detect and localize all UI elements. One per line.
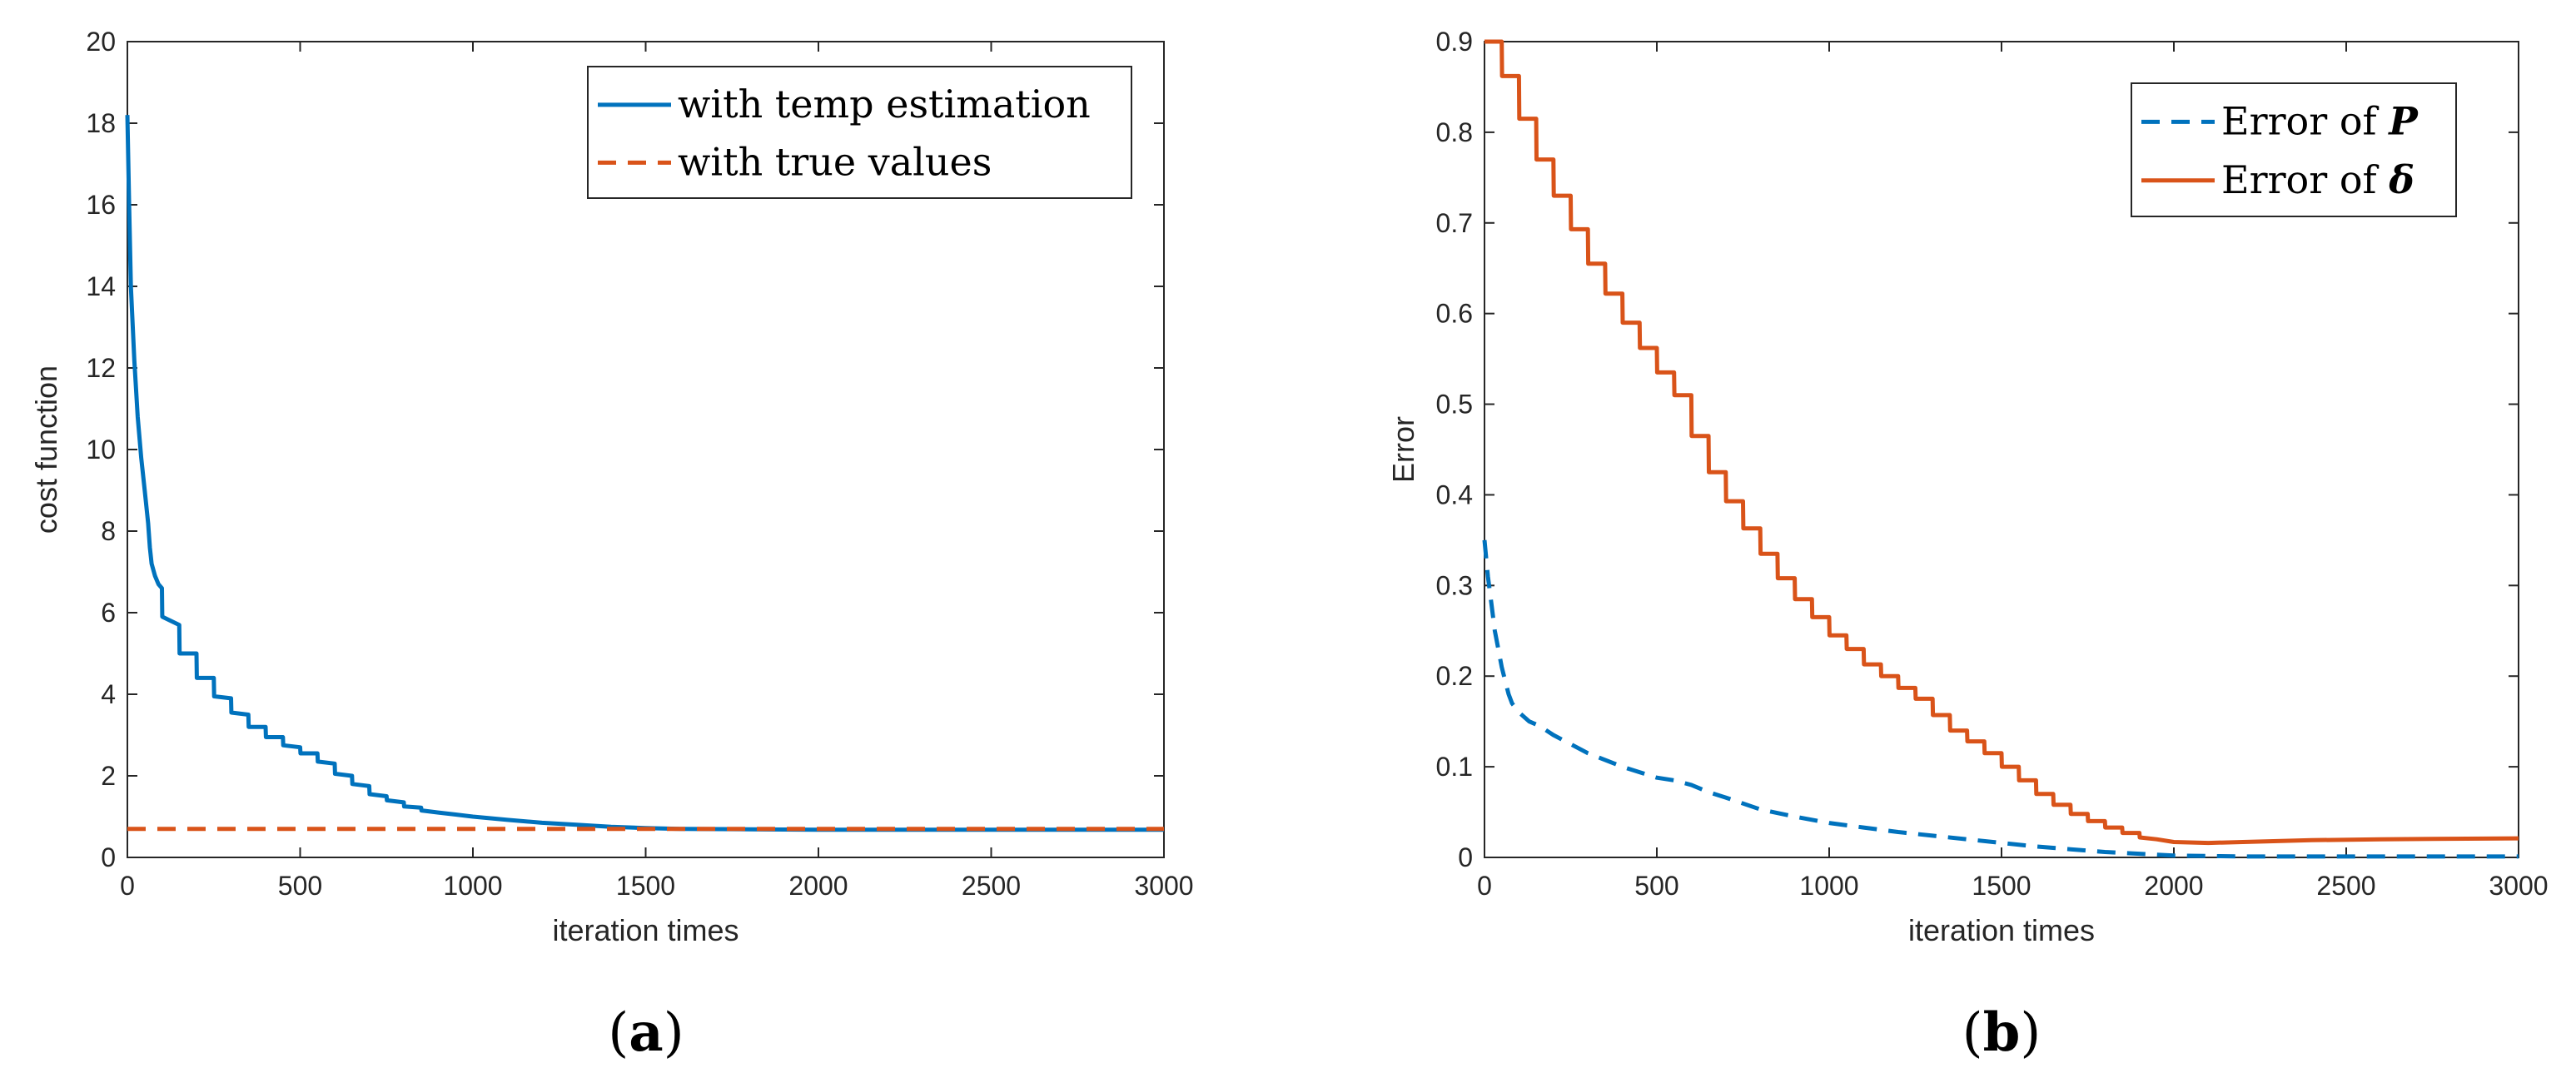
chart-a-y-tick-label: 18 <box>86 108 116 138</box>
chart-b-caption: (b) <box>1962 1001 2041 1064</box>
legend-symbol-p: P <box>2387 98 2419 143</box>
chart-b-y-tick-label: 0.9 <box>1436 27 1473 57</box>
caption-a-letter: a <box>629 1001 663 1064</box>
chart-b-series-2-line <box>1484 39 2519 846</box>
chart-a-x-tick-label: 3000 <box>1134 871 1193 901</box>
chart-a-y-tick-label: 12 <box>86 353 116 383</box>
chart-b-y-tick-label: 0.1 <box>1436 752 1473 782</box>
chart-b-legend-box <box>2131 82 2457 217</box>
chart-a-caption: (a) <box>608 1001 684 1064</box>
chart-a-x-tick-label: 0 <box>120 871 135 901</box>
chart-a-y-tick-label: 8 <box>101 516 116 546</box>
chart-a-ticks: 0 500 1000 1500 2000 2500 3000 0 2 4 6 8 10 12 14 16 18 2… <box>86 27 1193 901</box>
chart-b-y-tick-label: 0.3 <box>1436 570 1473 600</box>
chart-b-x-tick-label: 0 <box>1477 871 1492 901</box>
caption-b-open: ( <box>1962 1002 1983 1064</box>
chart-b-x-tick-label: 500 <box>1634 871 1678 901</box>
chart-a: 0 500 1000 1500 2000 2500 3000 0 2 4 6 8 10 12 14 16 18 2… <box>29 27 1194 1064</box>
chart-a-x-label: iteration times <box>552 913 738 947</box>
chart-b-x-tick-label: 1000 <box>1799 871 1858 901</box>
chart-b-series <box>1482 39 2519 859</box>
chart-a-legend-box <box>587 66 1132 199</box>
chart-b-x-tick-label: 2000 <box>2144 871 2203 901</box>
legend-symbol-delta: δ <box>2388 157 2414 202</box>
chart-a-x-tick-label: 500 <box>278 871 322 901</box>
chart-a-y-tick-label: 10 <box>86 435 116 465</box>
chart-a-y-tick-label: 14 <box>86 271 116 301</box>
chart-a-x-tick-label: 1000 <box>443 871 502 901</box>
chart-a-series-1-line <box>125 115 1164 832</box>
chart-a-y-tick-label: 20 <box>86 27 116 57</box>
chart-a-y-tick-label: 4 <box>101 679 116 709</box>
chart-b-y-tick-label: 0.8 <box>1436 117 1473 147</box>
chart-b-y-tick-label: 0.2 <box>1436 661 1473 691</box>
chart-a-legend: with temp estimation with true values <box>587 66 1132 199</box>
caption-b-letter: b <box>1983 1001 2021 1064</box>
chart-b-ticks: 0 500 1000 1500 2000 2500 3000 0 0.1 0.2 0.3 0.4 0.5… <box>1436 27 2549 901</box>
chart-b-y-tick-label: 0.7 <box>1436 208 1473 238</box>
chart-b-y-tick-label: 0 <box>1458 842 1473 872</box>
chart-b-legend: Error of P Error of δ <box>2131 82 2457 217</box>
chart-b-x-label: iteration times <box>1908 913 2095 947</box>
legend-label-error-of-delta-prefix: Error of <box>2221 157 2389 202</box>
chart-a-y-tick-label: 16 <box>86 190 116 220</box>
chart-a-series <box>125 115 1164 832</box>
chart-b: 0 500 1000 1500 2000 2500 3000 0 0.1 0.2 0.3 0.4 0.5… <box>1386 27 2549 1064</box>
chart-a-y-tick-label: 6 <box>101 598 116 628</box>
chart-a-x-tick-label: 1500 <box>616 871 675 901</box>
chart-b-y-tick-label: 0.4 <box>1436 479 1473 509</box>
chart-a-y-tick-label: 0 <box>101 842 116 872</box>
legend-label-error-of-p-prefix: Error of <box>2221 98 2389 143</box>
chart-b-series-1-line <box>1482 539 2519 859</box>
legend-label-with-true-values: with true values <box>678 139 992 184</box>
chart-b-x-tick-label: 2500 <box>2316 871 2375 901</box>
chart-b-x-tick-label: 1500 <box>1972 871 2031 901</box>
legend-label-error-of-delta: Error of δ <box>2221 157 2414 202</box>
chart-a-y-tick-label: 2 <box>101 761 116 791</box>
chart-a-x-tick-label: 2000 <box>788 871 848 901</box>
chart-b-y-tick-label: 0.6 <box>1436 299 1473 329</box>
chart-a-y-label: cost function <box>29 365 63 534</box>
legend-label-with-temp-estimation: with temp estimation <box>678 82 1091 127</box>
chart-b-y-tick-label: 0.5 <box>1436 390 1473 420</box>
legend-label-error-of-p: Error of P <box>2221 98 2419 143</box>
caption-b-close: ) <box>2020 1002 2041 1064</box>
chart-b-x-tick-label: 3000 <box>2489 871 2548 901</box>
chart-a-x-tick-label: 2500 <box>962 871 1021 901</box>
chart-b-y-label: Error <box>1386 416 1420 483</box>
caption-a-close: ) <box>664 1002 684 1064</box>
caption-a-open: ( <box>608 1002 629 1064</box>
